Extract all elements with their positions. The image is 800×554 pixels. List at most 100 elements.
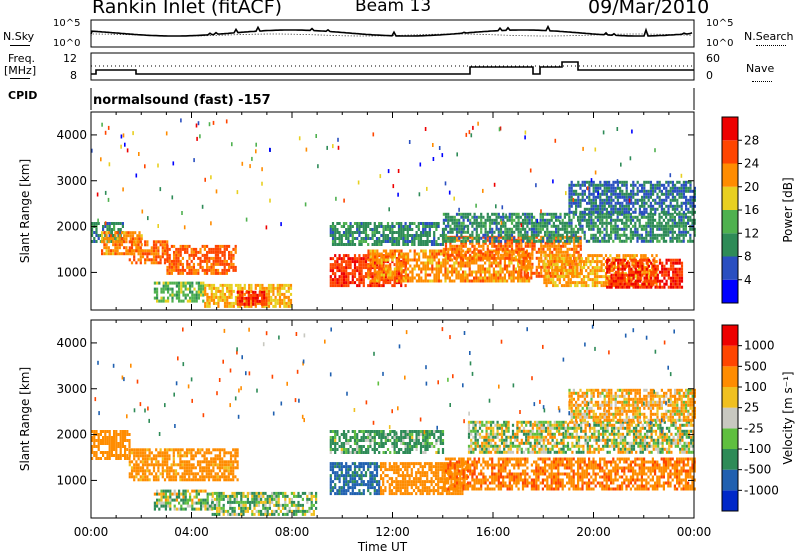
power-cell [455,256,459,260]
power-cell [678,192,681,196]
power-cell [623,192,626,196]
power-cell [138,231,141,235]
power-cell [462,279,465,283]
power-cell [563,239,566,243]
power-cell [133,252,136,256]
power-cell [575,247,578,251]
power-cell [663,192,666,196]
power-cell [672,276,675,280]
velocity-cell [148,457,151,461]
power-cell [680,183,683,187]
power-cell [382,267,385,271]
power-cell [621,218,624,222]
power-cell [457,264,460,268]
power-cell [616,218,619,222]
power-cell [636,282,640,286]
power-cell [289,301,293,305]
power-cell [430,243,434,246]
power-cell [506,253,509,257]
power-cell [529,244,532,248]
power-cell [682,221,685,225]
power-cell [195,268,198,272]
power-cell [573,274,576,278]
power-cell [409,264,412,268]
power-cell [397,240,401,243]
power-cell [243,304,246,308]
power-cell [636,285,640,289]
power-cell [634,285,637,289]
power-cell [426,240,429,243]
power-cell [555,218,558,222]
power-cell [481,252,484,256]
power-cell [560,263,564,267]
power-cell [245,304,249,308]
power-cell [345,272,348,276]
power-cell [444,218,448,222]
power-cell [662,218,665,222]
power-cell [599,239,602,243]
power-cell [358,254,361,258]
power-cell [604,284,608,288]
power-cell [329,269,332,273]
power-cell [535,224,538,228]
power-cell [625,180,628,184]
power-cell [638,198,641,202]
power-cell [97,237,100,240]
power-cell [181,268,184,272]
power-cell [506,270,509,274]
power-cell [232,247,235,251]
power-cell [345,234,348,237]
velocity-cell [108,451,111,454]
power-cell [545,272,548,276]
power-cell [619,201,622,205]
power-cell [470,261,473,265]
power-cell [439,243,442,246]
power-cell [566,212,569,216]
power-cell [515,239,518,243]
velocity-cell [139,478,142,482]
power-cell [287,283,290,287]
power-cell [610,212,613,216]
power-cell [444,227,448,231]
power-cell [396,249,399,253]
power-cell [175,259,178,263]
power-cell [582,263,586,267]
power-cell [658,201,661,205]
power-cell [568,262,571,266]
power-cell [127,234,130,238]
velocity-cell [139,454,142,458]
power-cell [619,189,622,193]
nsearch-label: N.Search [744,30,794,43]
power-cell [605,215,608,219]
power-cell [499,279,502,283]
power-cell [508,253,511,257]
power-cell [590,192,593,196]
power-cell [199,247,202,251]
power-cell [398,267,401,271]
power-cell [558,278,561,282]
power-cell [422,234,425,237]
power-cell [680,233,683,237]
power-cell [358,260,361,264]
power-cell [179,262,182,266]
power-cell [430,240,434,243]
power-cell [378,264,381,268]
power-cell [515,244,518,248]
power-cell [497,235,500,239]
power-cell [566,227,569,231]
power-cell [152,261,156,265]
power-cell [396,279,399,283]
power-cell [519,249,522,253]
power-cell [108,225,111,228]
velocity-cell [163,457,167,461]
velocity-cell [148,478,151,482]
power-cell [522,250,525,254]
power-cell [625,215,628,219]
power-cell [210,271,213,275]
power-cell [391,225,394,228]
power-cell [376,252,379,256]
power-cell [566,230,569,234]
power-cell [451,264,454,268]
power-cell [515,215,518,219]
power-cell [649,180,652,184]
